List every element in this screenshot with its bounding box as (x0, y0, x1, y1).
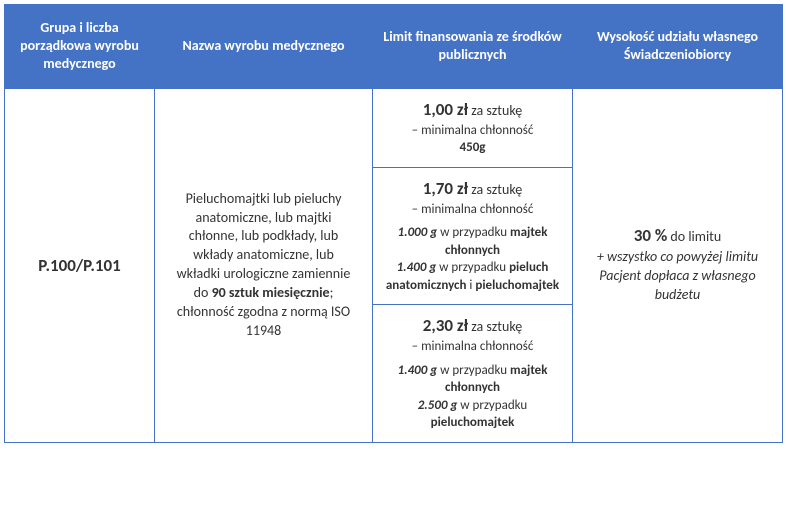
limit3-price: 2,30 zł (423, 315, 468, 336)
header-row: Grupa i liczba porządkowa wyrobu medyczn… (5, 5, 783, 89)
limit3-b2: pieluchomajtek (431, 415, 515, 430)
limit2-b2b: pieluchomajtek (475, 278, 559, 293)
desc-qty: 90 sztuk miesięcznie (212, 284, 330, 301)
header-share: Wysokość udziału własnego Świadczeniobio… (573, 5, 783, 89)
limit2-t2: w przypadku (436, 260, 509, 275)
limit2-per: za sztukę (468, 181, 522, 198)
limit2-t1: w przypadku (437, 225, 510, 240)
product-description: Pieluchomajtki lub pieluchy anatomiczne,… (155, 88, 373, 442)
limit3-sub: – minimalna chłonność (383, 338, 562, 356)
limit2-g2: 1.400 g (397, 260, 437, 275)
limit3-t2: w przypadku (457, 398, 527, 413)
limit2-price: 1,70 zł (423, 178, 468, 199)
header-name: Nazwa wyrobu medycznego (155, 5, 373, 89)
limit-tier-1: 1,00 zł za sztukę – minimalna chłonność … (373, 89, 572, 168)
limit-tier-3: 2,30 zł za sztukę – minimalna chłonność … (373, 305, 572, 442)
medical-products-table: Grupa i liczba porządkowa wyrobu medyczn… (4, 4, 783, 443)
data-row: P.100/P.101 Pieluchomajtki lub pieluchy … (5, 88, 783, 442)
limit3-t1: w przypadku (437, 363, 510, 378)
limit1-sub: – minimalna chłonność (383, 122, 562, 140)
limit-column: 1,00 zł za sztukę – minimalna chłonność … (373, 88, 573, 442)
limit3-g2: 2.500 g (418, 398, 458, 413)
share-note: + wszystko co powyżej limitu Pacjent dop… (587, 248, 768, 305)
share-pct: 30 % (634, 225, 667, 246)
limit1-per: za sztukę (468, 102, 522, 119)
limit3-g1: 1.400 g (398, 363, 438, 378)
header-group: Grupa i liczba porządkowa wyrobu medyczn… (5, 5, 155, 89)
limit-tier-2: 1,70 zł za sztukę – minimalna chłonność … (373, 168, 572, 306)
limit3-per: za sztukę (468, 318, 522, 335)
limit1-g: 450g (383, 139, 562, 157)
limit2-g1: 1.000 g (398, 225, 438, 240)
share-pct-suffix: do limitu (667, 228, 721, 245)
product-code: P.100/P.101 (5, 88, 155, 442)
limit2-sub: – minimalna chłonność (383, 201, 562, 219)
patient-share: 30 % do limitu + wszystko co powyżej lim… (573, 88, 783, 442)
header-limit: Limit finansowania ze środków publicznyc… (373, 5, 573, 89)
limit1-price: 1,00 zł (423, 99, 468, 120)
